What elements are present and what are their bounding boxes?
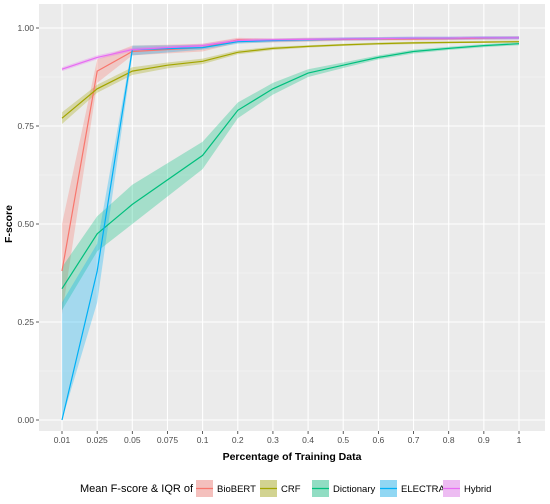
- x-tick-label: 0.5: [337, 435, 349, 445]
- y-tick-label: 0.75: [17, 121, 34, 131]
- axes: 0.00 0.25 0.50 0.75 1.00 0.01 0.025 0.05 0.075 0.…: [17, 23, 521, 445]
- legend-title: Mean F-score & IQR of: [80, 483, 194, 495]
- x-tick-label: 0.1: [197, 435, 209, 445]
- x-tick-label: 0.01: [54, 435, 71, 445]
- legend: Mean F-score & IQR of BioBERT CRF Dictiona…: [80, 480, 491, 497]
- y-tick-label: 0.25: [17, 317, 34, 327]
- iqr-band-dictionary: [62, 42, 519, 311]
- grid-lines: [39, 4, 545, 431]
- legend-item-electra: ELECTRA: [380, 480, 445, 497]
- x-tick-label: 0.6: [372, 435, 384, 445]
- x-tick-label: 0.8: [443, 435, 455, 445]
- legend-label: BioBERT: [217, 484, 256, 495]
- x-tick-label: 0.4: [302, 435, 314, 445]
- legend-label: Hybrid: [464, 484, 491, 495]
- mean-line-hybrid: [61, 37, 519, 70]
- mean-line-crf: [61, 41, 520, 119]
- iqr-band-biobert: [62, 36, 519, 315]
- x-axis-title: Percentage of Training Data: [223, 451, 362, 463]
- legend-item-biobert: BioBERT: [196, 480, 256, 497]
- y-tick-label: 0.00: [17, 415, 34, 425]
- y-tick-label: 1.00: [17, 23, 34, 33]
- x-tick-label: 0.075: [157, 435, 179, 445]
- legend-item-dictionary: Dictionary: [312, 480, 375, 497]
- legend-label: CRF: [281, 484, 301, 495]
- iqr-bands: [62, 36, 519, 420]
- legend-item-hybrid: Hybrid: [443, 480, 491, 497]
- x-tick-label: 0.7: [408, 435, 420, 445]
- x-tick-label: 0.2: [232, 435, 244, 445]
- x-tick-label: 0.025: [87, 435, 109, 445]
- mean-line-dictionary: [61, 43, 520, 290]
- legend-label: Dictionary: [333, 484, 375, 495]
- x-tick-label: 0.9: [478, 435, 490, 445]
- x-tick-label: 0.3: [267, 435, 279, 445]
- y-axis-title: F-score: [3, 205, 15, 243]
- legend-label: ELECTRA: [401, 484, 445, 495]
- x-tick-label: 0.05: [124, 435, 141, 445]
- legend-item-crf: CRF: [260, 480, 301, 497]
- y-tick-label: 0.50: [17, 219, 34, 229]
- x-tick-label: 1: [517, 435, 522, 445]
- mean-lines: [61, 37, 520, 421]
